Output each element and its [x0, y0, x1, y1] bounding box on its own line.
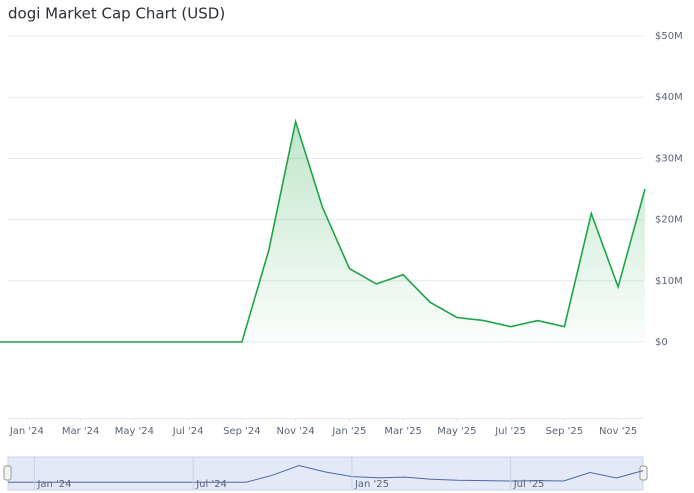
navigator-handle[interactable]	[3, 465, 12, 481]
x-tick-label: Jan '25	[331, 426, 366, 437]
y-tick-label: $20M	[655, 215, 683, 226]
x-tick-label: Sep '25	[546, 426, 584, 437]
y-tick-label: $0	[655, 337, 668, 348]
x-tick-label: Mar '24	[62, 426, 100, 437]
chart-title: dogi Market Cap Chart (USD)	[8, 5, 225, 23]
navigator[interactable]	[7, 456, 644, 491]
navigator-tick-label: Jul '24	[195, 479, 227, 490]
x-tick-label: May '24	[115, 426, 154, 437]
navigator-line	[8, 464, 644, 483]
navigator-tick-label: Jan '25	[354, 479, 389, 490]
navigator-tick-label: Jul '25	[513, 479, 545, 490]
y-tick-label: $30M	[655, 153, 683, 164]
area-fill	[0, 121, 645, 342]
y-tick-label: $40M	[655, 92, 683, 103]
x-tick-label: Nov '24	[277, 426, 315, 437]
x-tick-label: Jul '25	[494, 426, 526, 437]
navigator-handle[interactable]	[639, 465, 648, 481]
y-tick-label: $50M	[655, 31, 683, 42]
x-tick-label: Mar '25	[384, 426, 422, 437]
x-tick-label: May '25	[437, 426, 476, 437]
y-tick-label: $10M	[655, 276, 683, 287]
x-tick-label: Sep '24	[223, 426, 261, 437]
x-tick-label: Jan '24	[9, 426, 44, 437]
x-tick-label: Nov '25	[599, 426, 637, 437]
x-tick-label: Jul '24	[172, 426, 204, 437]
line	[0, 118, 646, 343]
navigator-tick-label: Jan '24	[36, 479, 71, 490]
